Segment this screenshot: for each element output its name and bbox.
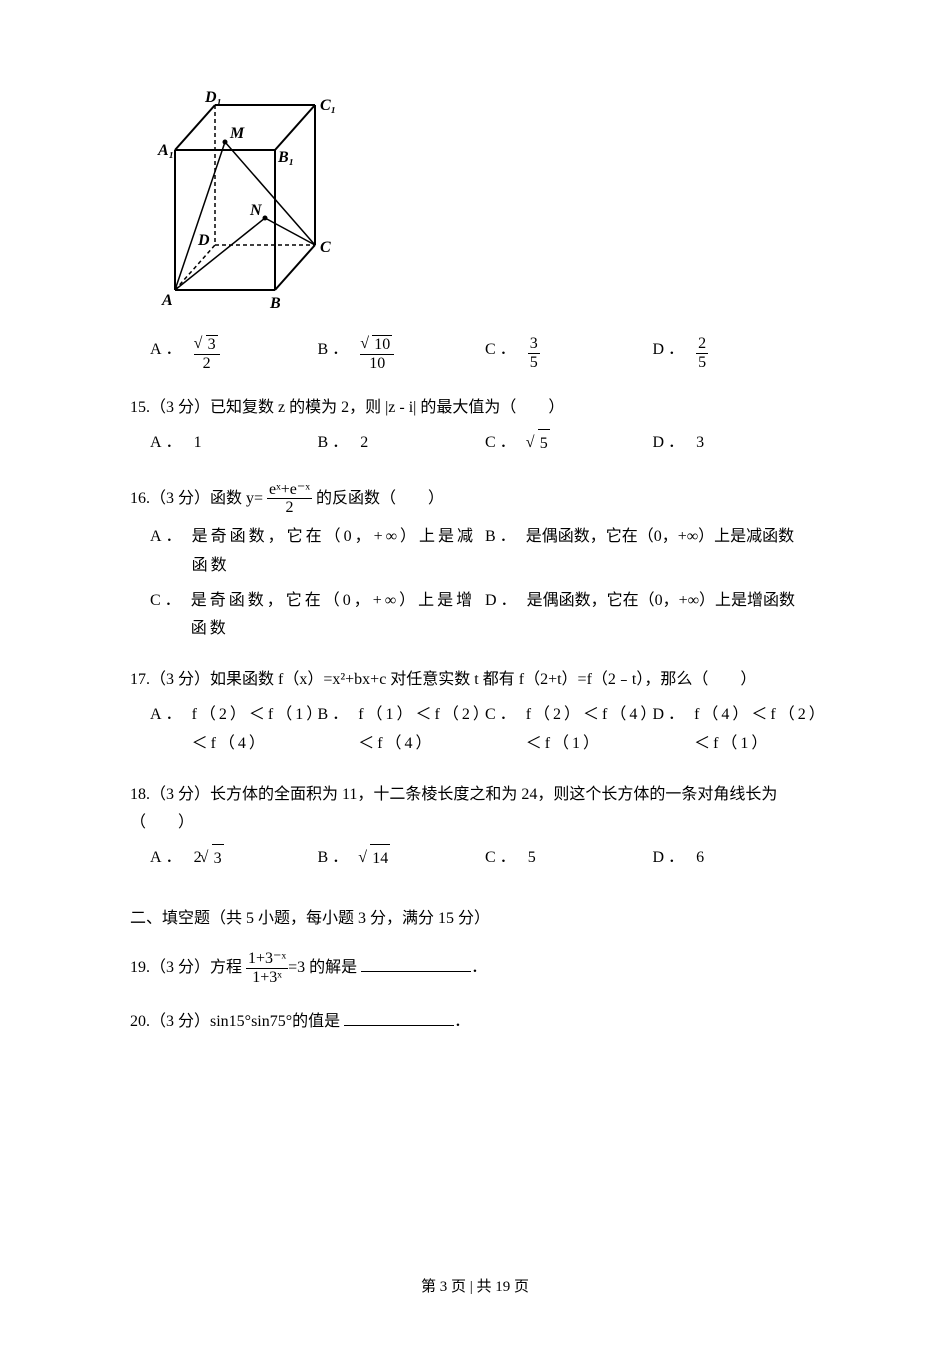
q16-choice-a: A． 是奇函数，它在（0，+∞）上是减函数 — [150, 523, 485, 581]
q18-choice-a: A． 23 — [150, 844, 318, 874]
q19-suffix: 的解是 — [309, 959, 357, 976]
cube-figure: D₁ C₁ A₁ B₁ M N D C A B — [150, 90, 820, 325]
radicand: 3 — [212, 844, 224, 874]
q19: 19.（3 分）方程 1+3⁻ˣ 1+3ˣ =3 的解是 ． — [130, 950, 820, 986]
q17-choice-c: C． f（2）＜f（4）＜f（1） — [485, 701, 653, 759]
label-C: C — [320, 239, 331, 256]
q14-choice-a: A． 3 2 — [150, 335, 318, 372]
fraction-num: 3 — [528, 335, 540, 354]
fraction-num: 1+3⁻ˣ — [246, 950, 288, 969]
label-C1: C₁ — [320, 97, 336, 114]
q15: 15.（3 分）已知复数 z 的模为 2，则 |z - i| 的最大值为（ ） … — [130, 394, 820, 459]
choice-text: 是奇函数，它在（0，+∞）上是减函数 — [192, 523, 485, 581]
label-B1: B₁ — [277, 149, 294, 166]
q20-text: 20.（3 分）sin15°sin75°的值是 — [130, 1013, 340, 1030]
section2-title: 二、填空题（共 5 小题，每小题 3 分，满分 15 分） — [130, 904, 820, 928]
choice-text: 是偶函数，它在（0，+∞）上是减函数 — [526, 523, 820, 581]
cube-svg: D₁ C₁ A₁ B₁ M N D C A B — [150, 90, 370, 320]
q15-choice-c: C．5 — [485, 429, 653, 459]
choice-text: f（1）＜f（2）＜f（4） — [358, 701, 485, 759]
q14-choice-d: D． 2 5 — [653, 335, 821, 372]
label-A: A — [161, 292, 173, 309]
q16-formula: eˣ+e⁻ˣ 2 — [267, 481, 312, 517]
page-footer: 第 3 页 | 共 19 页 — [0, 1275, 950, 1296]
period: ． — [454, 1013, 470, 1030]
choice-text: f（2）＜f（4）＜f（1） — [526, 701, 653, 759]
choice-text: f（4）＜f（2）＜f（1） — [694, 701, 820, 759]
q17-choice-d: D． f（4）＜f（2）＜f（1） — [653, 701, 821, 759]
choice-text: 是偶函数，它在（0，+∞）上是增函数 — [527, 587, 820, 645]
q15-choices: A．1 B．2 C．5 D．3 — [150, 429, 820, 459]
q18-stem: 18.（3 分）长方体的全面积为 11，十二条棱长度之和为 24，则这个长方体的… — [130, 781, 820, 839]
label-D1: D₁ — [204, 90, 222, 106]
fraction-den: 1+3ˣ — [246, 969, 288, 987]
fraction-den: 2 — [194, 355, 220, 373]
choice-text: 6 — [696, 844, 704, 873]
fraction-den: 5 — [528, 354, 540, 372]
choice-label: B． — [318, 335, 353, 359]
blank — [344, 1010, 454, 1026]
choice-text: 3 — [696, 429, 704, 458]
formula-num: eˣ+e⁻ˣ — [267, 481, 312, 500]
fraction-num: 2 — [696, 335, 708, 354]
fraction: 10 10 — [360, 335, 394, 372]
blank — [361, 956, 471, 972]
fraction: 3 5 — [528, 335, 540, 371]
q18: 18.（3 分）长方体的全面积为 11，十二条棱长度之和为 24，则这个长方体的… — [130, 781, 820, 874]
label-A1: A₁ — [157, 142, 174, 159]
q16-choice-c: C． 是奇函数，它在（0，+∞）上是增函数 — [150, 587, 485, 645]
q15-stem: 15.（3 分）已知复数 z 的模为 2，则 |z - i| 的最大值为（ ） — [130, 394, 820, 423]
choice-label: A． — [150, 335, 186, 359]
label-D: D — [197, 232, 210, 249]
q16-choice-d: D． 是偶函数，它在（0，+∞）上是增函数 — [485, 587, 820, 645]
q16: 16.（3 分）函数 y= eˣ+e⁻ˣ 2 的反函数（ ） A． 是奇函数，它… — [130, 481, 820, 644]
fraction-den: 10 — [360, 355, 394, 373]
q17-stem: 17.（3 分）如果函数 f（x）=x²+bx+c 对任意实数 t 都有 f（2… — [130, 666, 820, 695]
choice-text: 是奇函数，它在（0，+∞）上是增函数 — [191, 587, 485, 645]
q17-choice-b: B． f（1）＜f（2）＜f（4） — [318, 701, 486, 759]
q18-choice-d: D．6 — [653, 844, 821, 874]
q20: 20.（3 分）sin15°sin75°的值是 ． — [130, 1008, 820, 1037]
q19-prefix: 19.（3 分）方程 — [130, 959, 246, 976]
period: ． — [471, 959, 487, 976]
choice-label: D． — [653, 335, 689, 359]
label-M: M — [229, 125, 245, 142]
choice-text: f（2）＜f（1）＜f（4） — [192, 701, 318, 759]
q17-choice-a: A． f（2）＜f（1）＜f（4） — [150, 701, 318, 759]
q19-fraction: 1+3⁻ˣ 1+3ˣ — [246, 950, 288, 986]
q16-prefix: 16.（3 分）函数 y= — [130, 490, 267, 507]
q17-choices: A． f（2）＜f（1）＜f（4） B． f（1）＜f（2）＜f（4） C． f… — [150, 701, 820, 759]
choice-text: 5 — [528, 844, 536, 873]
q18-choice-c: C．5 — [485, 844, 653, 874]
q16-stem: 16.（3 分）函数 y= eˣ+e⁻ˣ 2 的反函数（ ） — [130, 481, 820, 517]
q15-choice-a: A．1 — [150, 429, 318, 459]
q18-choice-b: B． 14 — [318, 844, 486, 874]
label-N: N — [249, 202, 263, 219]
q15-choice-b: B．2 — [318, 429, 486, 459]
q16-row2: C． 是奇函数，它在（0，+∞）上是增函数 D． 是偶函数，它在（0，+∞）上是… — [150, 587, 820, 645]
q17: 17.（3 分）如果函数 f（x）=x²+bx+c 对任意实数 t 都有 f（2… — [130, 666, 820, 758]
q15-choice-d: D．3 — [653, 429, 821, 459]
fraction-den: 5 — [696, 354, 708, 372]
q18-choices: A． 23 B． 14 C．5 D．6 — [150, 844, 820, 874]
q16-suffix: 的反函数（ ） — [316, 490, 444, 507]
q19-rhs: =3 — [288, 959, 305, 976]
formula-den: 2 — [267, 499, 312, 517]
q16-choice-b: B． 是偶函数，它在（0，+∞）上是减函数 — [485, 523, 820, 581]
q14-choices: A． 3 2 B． 10 10 C． 3 5 D． 2 5 — [150, 335, 820, 372]
choice-text: 1 — [194, 429, 202, 458]
fraction: 3 2 — [194, 335, 220, 372]
q14-choice-b: B． 10 10 — [318, 335, 486, 372]
choice-text: 2 — [360, 429, 368, 458]
choice-label: C． — [485, 335, 520, 359]
fraction: 2 5 — [696, 335, 708, 371]
radicand: 14 — [370, 844, 390, 874]
label-B: B — [269, 295, 281, 312]
q14-choice-c: C． 3 5 — [485, 335, 653, 372]
q16-row1: A． 是奇函数，它在（0，+∞）上是减函数 B． 是偶函数，它在（0，+∞）上是… — [150, 523, 820, 581]
